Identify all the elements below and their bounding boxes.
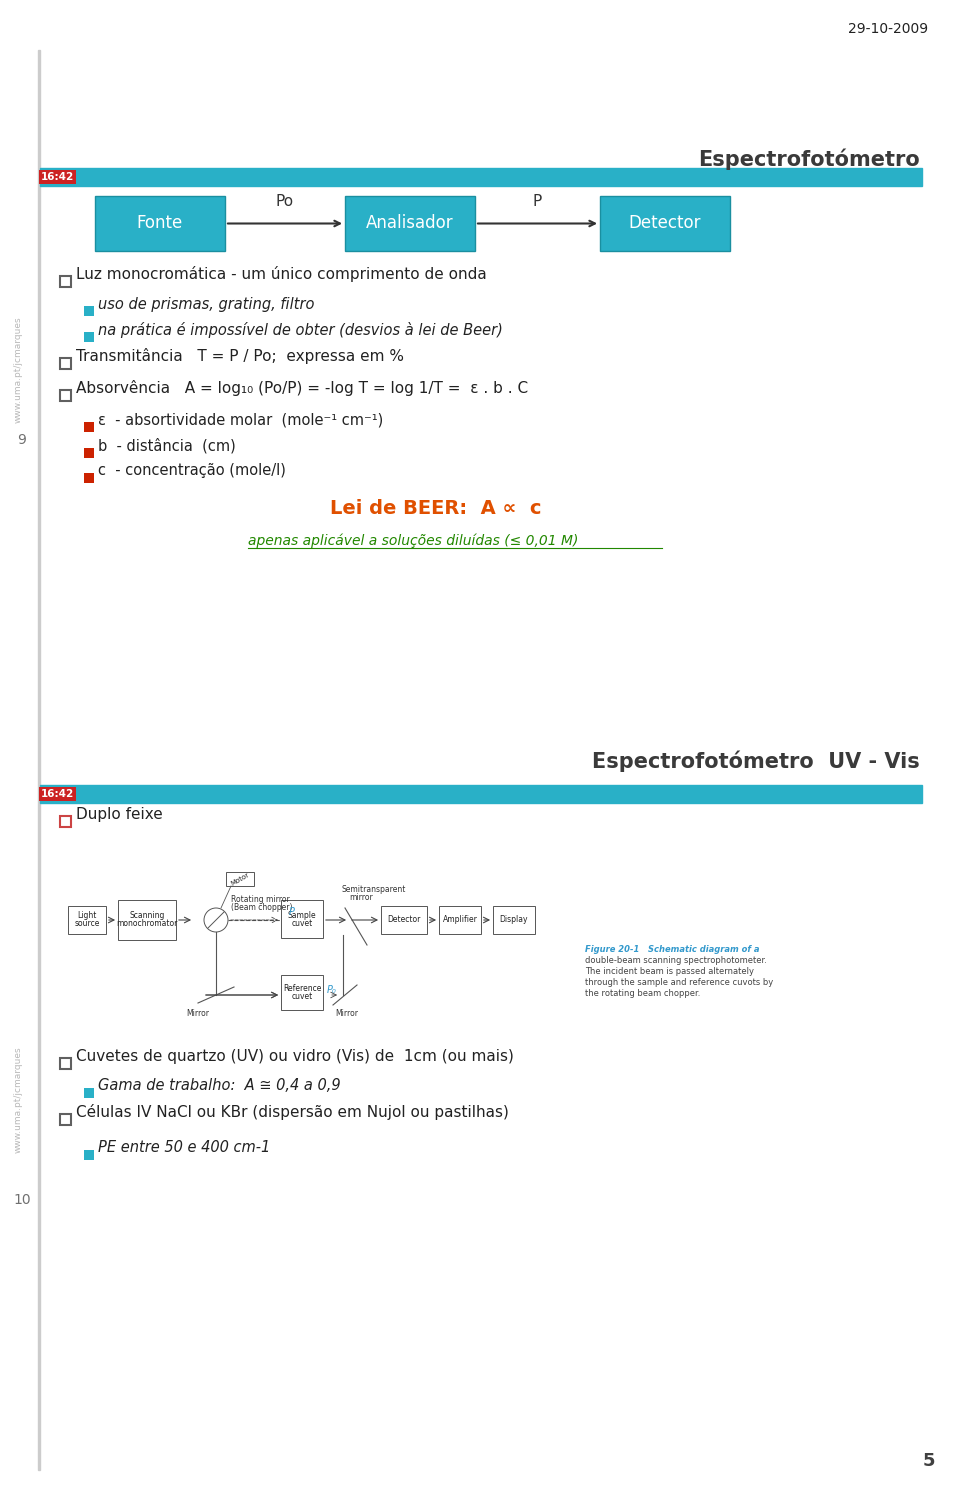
Bar	[60, 1057, 71, 1069]
Bar	[60, 357, 71, 368]
Text: the rotating beam chopper.: the rotating beam chopper.	[585, 990, 701, 999]
Text: through the sample and reference cuvots by: through the sample and reference cuvots …	[585, 978, 773, 987]
Bar	[600, 196, 730, 251]
Text: na prática é impossível de obter (desvios à lei de Beer): na prática é impossível de obter (desvio…	[98, 321, 503, 338]
Text: Reference: Reference	[283, 984, 322, 993]
Bar	[84, 1150, 94, 1160]
Bar	[381, 906, 427, 934]
Text: Espectrofotómetro: Espectrofotómetro	[698, 148, 920, 169]
Text: Detector: Detector	[629, 214, 701, 233]
Bar	[60, 815, 71, 827]
Text: mirror: mirror	[349, 894, 372, 903]
Text: 9: 9	[17, 434, 27, 447]
Bar	[281, 975, 323, 1011]
Text: Semitransparent: Semitransparent	[341, 885, 405, 894]
Bar	[60, 275, 71, 287]
Text: 5: 5	[923, 1452, 935, 1470]
Text: Light: Light	[78, 912, 97, 921]
Bar	[40, 167, 922, 185]
Text: uso de prismas, grating, filtro: uso de prismas, grating, filtro	[98, 296, 315, 311]
Text: 10: 10	[13, 1193, 31, 1206]
Text: Fonte: Fonte	[137, 214, 183, 233]
Text: source: source	[74, 919, 100, 928]
Text: 16:42: 16:42	[41, 789, 74, 798]
Text: cuvet: cuvet	[292, 918, 313, 927]
Text: Amplifier: Amplifier	[443, 915, 477, 924]
Text: apenas aplicável a soluções diluídas (≤ 0,01 M): apenas aplicável a soluções diluídas (≤ …	[248, 534, 578, 549]
Bar	[84, 332, 94, 341]
Text: Rotating mirror: Rotating mirror	[231, 896, 290, 904]
Text: Luz monocromática - um único comprimento de onda: Luz monocromática - um único comprimento…	[76, 266, 487, 283]
Text: cuvet: cuvet	[292, 993, 313, 1002]
Text: Transmitância   T = P / Po;  expressa em %: Transmitância T = P / Po; expressa em %	[76, 348, 404, 363]
Text: Sample: Sample	[288, 910, 316, 919]
Text: monochromator: monochromator	[116, 919, 178, 928]
Bar	[84, 447, 94, 457]
Text: Analisador: Analisador	[366, 214, 454, 233]
Bar	[226, 872, 254, 887]
Text: Absorvência   A = log₁₀ (Po/P) = -log T = log 1/T =  ε . b . C: Absorvência A = log₁₀ (Po/P) = -log T = …	[76, 380, 528, 396]
Text: Mirror: Mirror	[186, 1009, 209, 1018]
Bar	[60, 1114, 71, 1124]
Bar	[345, 196, 475, 251]
Text: Gama de trabalho:  A ≅ 0,4 a 0,9: Gama de trabalho: A ≅ 0,4 a 0,9	[98, 1078, 341, 1093]
Bar	[493, 906, 535, 934]
Text: www.uma.pt/jcmarques: www.uma.pt/jcmarques	[13, 1046, 22, 1153]
Bar	[439, 906, 481, 934]
Text: P: P	[533, 194, 542, 209]
Text: (Beam chopper): (Beam chopper)	[231, 903, 293, 912]
Text: 16:42: 16:42	[41, 172, 74, 182]
Bar	[38, 49, 40, 1470]
Text: c  - concentração (mole/l): c - concentração (mole/l)	[98, 463, 286, 478]
Text: The incident beam is passed alternately: The incident beam is passed alternately	[585, 967, 754, 976]
Text: P: P	[289, 907, 295, 916]
Bar	[84, 1087, 94, 1097]
Bar	[281, 900, 323, 937]
Bar	[40, 785, 922, 803]
Text: Motor: Motor	[229, 872, 251, 887]
Text: double-beam scanning spectrophotometer.: double-beam scanning spectrophotometer.	[585, 955, 767, 964]
Bar	[84, 305, 94, 315]
Text: Cuvetes de quartzo (UV) ou vidro (Vis) de  1cm (ou mais): Cuvetes de quartzo (UV) ou vidro (Vis) d…	[76, 1048, 514, 1063]
Text: Display: Display	[500, 915, 528, 924]
Bar	[60, 390, 71, 401]
Text: P₀: P₀	[327, 985, 337, 996]
Text: Detector: Detector	[387, 915, 420, 924]
Text: Células IV NaCl ou KBr (dispersão em Nujol ou pastilhas): Células IV NaCl ou KBr (dispersão em Nuj…	[76, 1103, 509, 1120]
Text: Duplo feixe: Duplo feixe	[76, 806, 163, 821]
Text: Figure 20-1   Schematic diagram of a: Figure 20-1 Schematic diagram of a	[585, 945, 759, 954]
Bar	[95, 196, 225, 251]
Text: www.uma.pt/jcmarques: www.uma.pt/jcmarques	[13, 317, 22, 423]
Text: Mirror: Mirror	[335, 1009, 358, 1018]
Text: Scanning: Scanning	[130, 912, 165, 921]
Text: ε  - absortividade molar  (mole⁻¹ cm⁻¹): ε - absortividade molar (mole⁻¹ cm⁻¹)	[98, 413, 383, 428]
Text: Lei de BEER:  A ∝  c: Lei de BEER: A ∝ c	[330, 499, 541, 519]
Text: b  - distância  (cm): b - distância (cm)	[98, 438, 236, 454]
Bar	[68, 906, 106, 934]
Text: PE entre 50 e 400 cm-1: PE entre 50 e 400 cm-1	[98, 1141, 271, 1156]
Bar	[84, 472, 94, 483]
Text: Po: Po	[276, 194, 294, 209]
Bar	[84, 422, 94, 432]
Text: Espectrofotómetro  UV - Vis: Espectrofotómetro UV - Vis	[592, 750, 920, 771]
Bar	[118, 900, 176, 940]
Text: 29-10-2009: 29-10-2009	[848, 22, 928, 36]
